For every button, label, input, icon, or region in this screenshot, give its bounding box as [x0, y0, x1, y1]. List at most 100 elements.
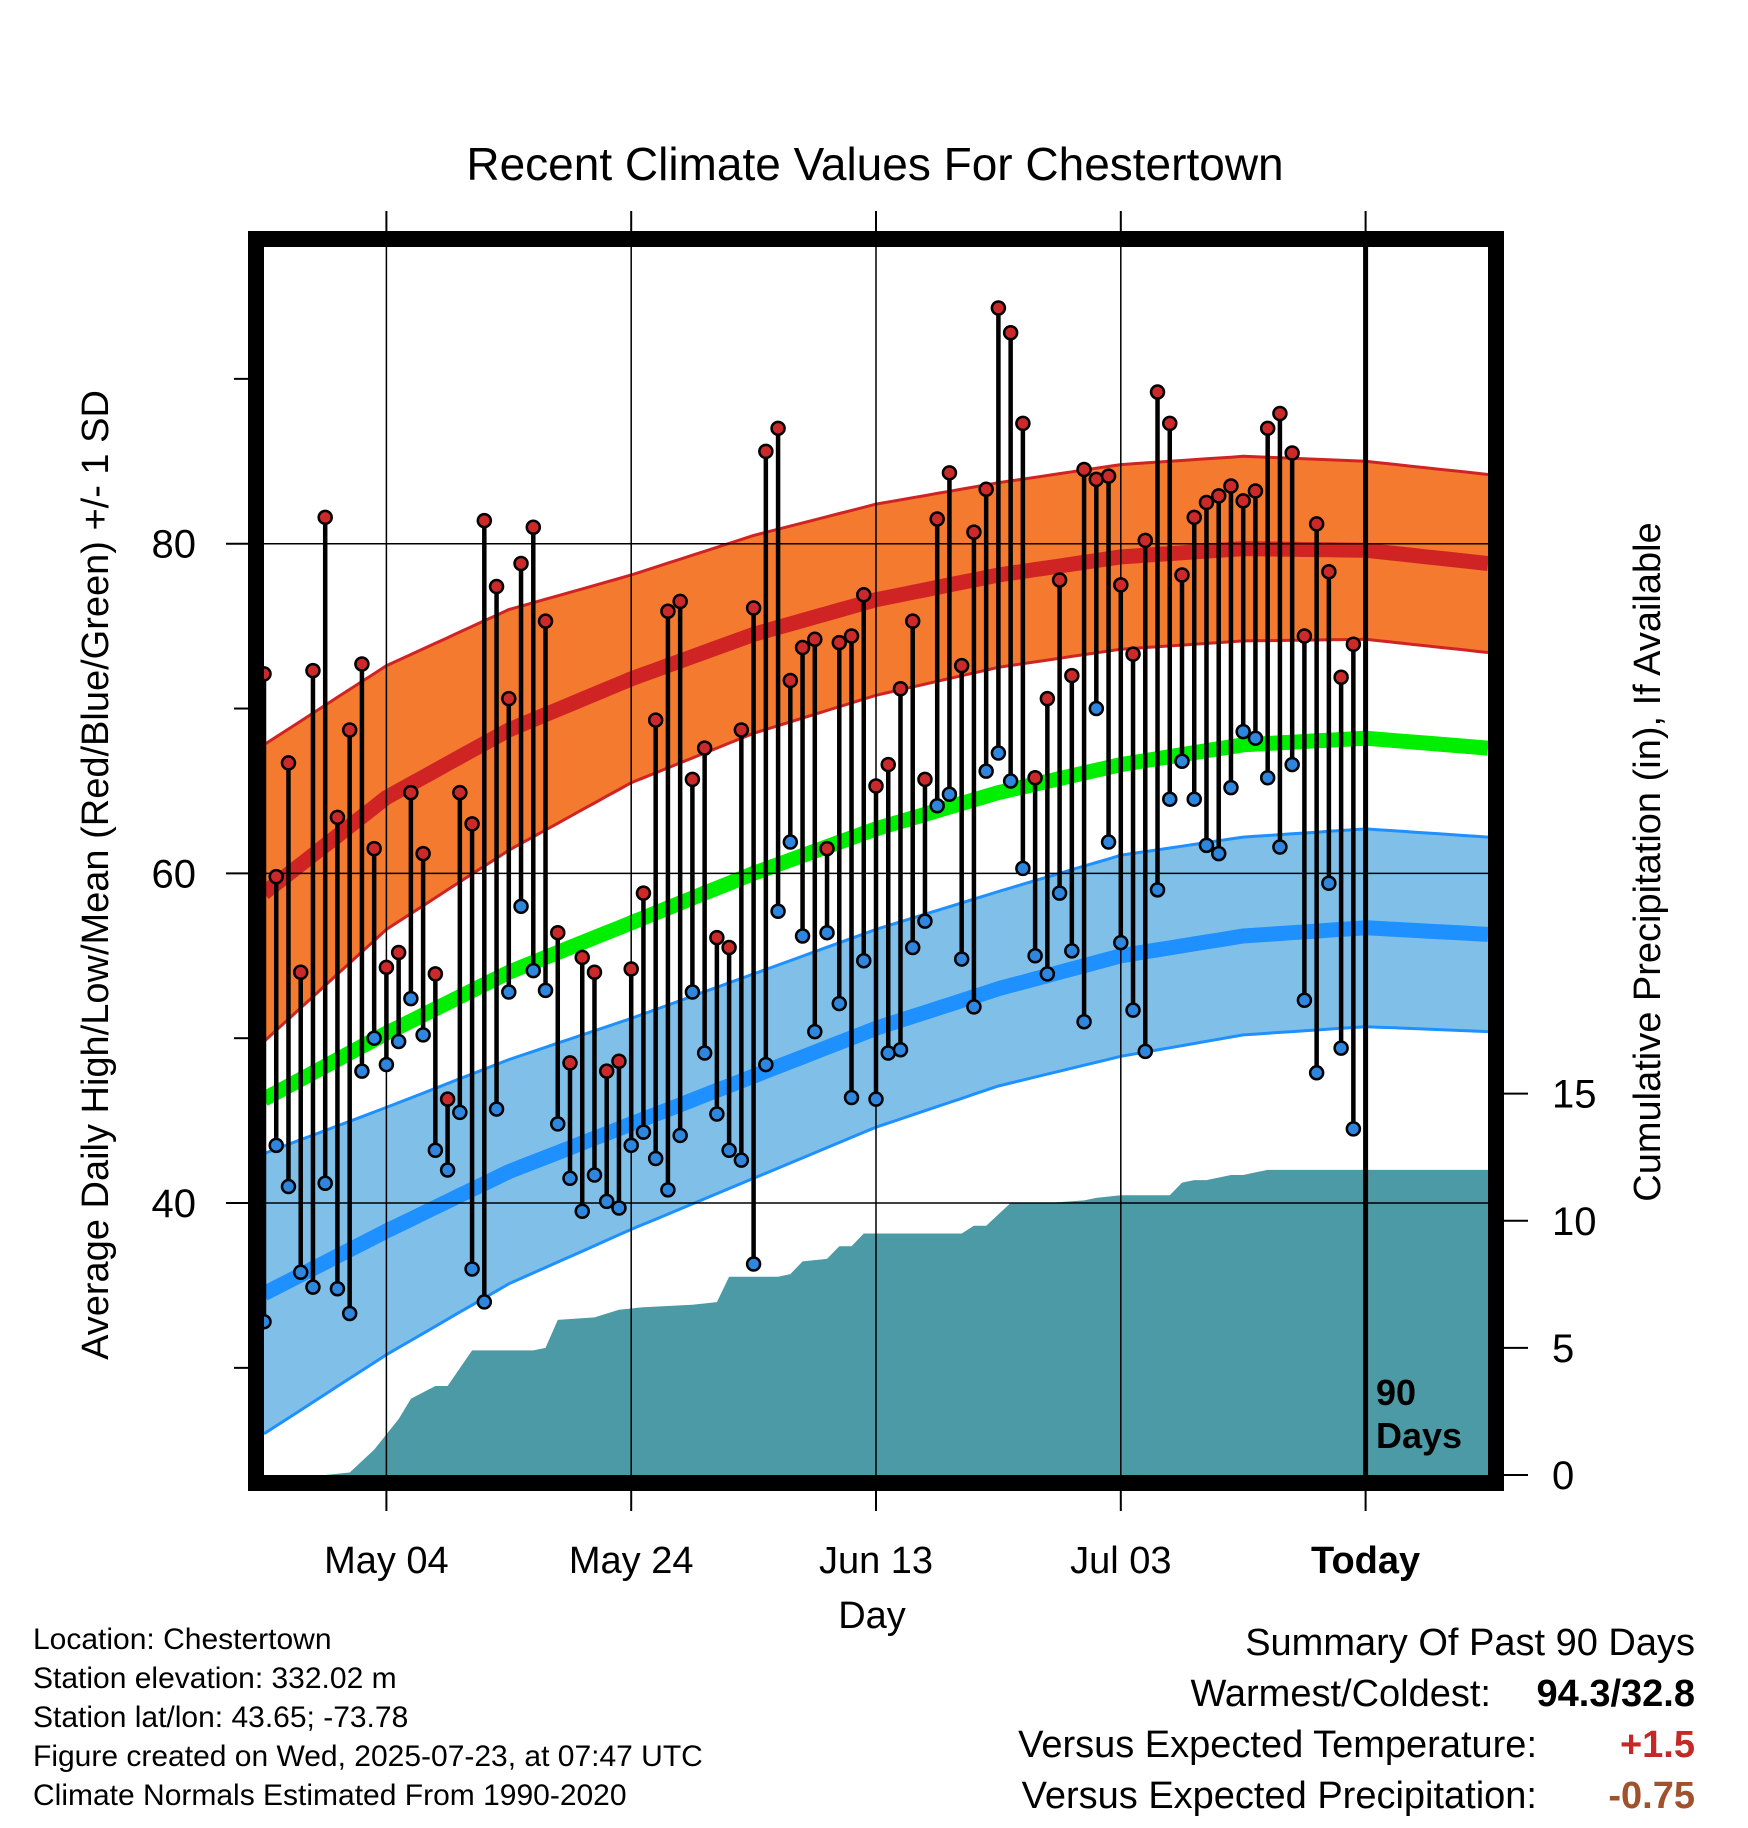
y-right-tick-label: 5: [1552, 1327, 1574, 1371]
high-point: [709, 929, 725, 946]
low-point: [745, 1256, 762, 1272]
high-point: [1235, 493, 1251, 509]
low-point: [280, 1178, 297, 1195]
low-point: [268, 1137, 284, 1154]
low-point: [1113, 934, 1129, 951]
high-point: [1149, 384, 1166, 400]
high-point: [427, 966, 444, 982]
low-point: [1174, 753, 1190, 770]
low-point: [1186, 791, 1202, 807]
high-point: [1308, 516, 1325, 532]
low-point: [452, 1104, 468, 1121]
warmest-coldest-row: Warmest/Coldest: 94.3/32.8: [1018, 1669, 1695, 1720]
high-point: [856, 587, 872, 603]
high-point: [305, 662, 321, 679]
low-point: [684, 984, 701, 1000]
low-point: [1137, 1043, 1154, 1060]
low-point: [354, 1063, 370, 1079]
plot-frame: [248, 231, 1504, 1491]
low-point: [978, 763, 994, 779]
low-point: [721, 1142, 737, 1159]
plot-content: [264, 247, 1488, 1475]
high-point: [1100, 468, 1117, 484]
high-point: [317, 509, 333, 526]
low-point: [1015, 860, 1031, 877]
low-point: [929, 798, 945, 814]
elevation-text: Station elevation: 332.02 m: [33, 1662, 397, 1695]
high-point: [758, 443, 774, 460]
high-point: [1015, 415, 1031, 432]
high-point: [941, 465, 958, 481]
high-point: [329, 809, 346, 826]
low-point: [647, 1150, 664, 1167]
high-point: [1259, 420, 1276, 437]
low-point: [696, 1045, 713, 1061]
high-point: [1247, 483, 1264, 499]
high-point: [1076, 461, 1092, 478]
low-point: [770, 903, 786, 920]
x-tick-label: Jun 13: [819, 1540, 933, 1582]
low-point: [1027, 948, 1043, 964]
high-point: [464, 816, 480, 832]
high-point: [1272, 405, 1288, 422]
high-point: [366, 840, 382, 857]
high-point: [635, 885, 652, 901]
high-point: [550, 924, 566, 941]
precip-anomaly-row: Versus Expected Precipitation: -0.75: [1018, 1771, 1695, 1822]
x-tick-label: May 24: [569, 1540, 694, 1582]
high-point: [452, 784, 468, 801]
x-tick-label: Jul 03: [1070, 1540, 1171, 1582]
low-point: [292, 1264, 309, 1281]
low-point: [709, 1106, 725, 1122]
high-point: [611, 1053, 627, 1070]
high-point: [1345, 636, 1362, 652]
window-label-number: 90: [1376, 1372, 1416, 1413]
low-point: [819, 924, 835, 941]
location-text: Location: Chestertown: [33, 1623, 332, 1656]
low-point: [990, 745, 1007, 761]
low-point: [317, 1175, 333, 1191]
latlon-text: Station lat/lon: 43.65; -73.78: [33, 1701, 409, 1734]
low-point: [1235, 723, 1251, 740]
high-point: [929, 511, 945, 527]
low-point: [1259, 770, 1276, 786]
high-point: [843, 628, 860, 644]
high-point: [1333, 669, 1349, 685]
low-point: [562, 1170, 578, 1187]
plot-area: 40 60 80 0 5 10 15 May 04 May 24 Jun 13 Jul 03 Toda…: [152, 211, 1597, 1582]
y-left-tick-label: 40: [152, 1182, 197, 1226]
high-point: [831, 634, 848, 651]
high-point: [439, 1091, 456, 1107]
low-point: [586, 1167, 603, 1183]
high-point: [415, 845, 431, 862]
low-point: [1149, 882, 1166, 898]
low-point: [513, 898, 529, 915]
high-point: [660, 603, 676, 620]
low-point: [501, 984, 517, 1000]
low-point: [403, 990, 419, 1007]
high-point: [292, 964, 309, 981]
low-point: [856, 952, 872, 969]
low-point: [917, 913, 933, 929]
low-point: [1064, 943, 1080, 959]
temp-anomaly-label: Versus Expected Temperature:: [1018, 1724, 1537, 1766]
high-point: [990, 300, 1007, 316]
high-point: [1125, 646, 1141, 662]
high-point: [1198, 494, 1215, 511]
low-point: [1125, 1002, 1141, 1018]
low-point: [1002, 773, 1019, 789]
low-point: [880, 1045, 896, 1061]
precip-anomaly-value: -0.75: [1608, 1775, 1695, 1817]
high-point: [782, 672, 799, 689]
low-point: [464, 1261, 480, 1277]
y-left-tick-label: 80: [152, 523, 197, 567]
high-point: [978, 481, 994, 498]
high-point: [501, 690, 517, 707]
low-point: [1333, 1040, 1349, 1056]
low-point: [390, 1033, 407, 1050]
high-point: [1039, 690, 1056, 707]
low-point: [831, 995, 848, 1012]
high-point: [1064, 667, 1080, 684]
high-point: [403, 784, 419, 801]
warmest-coldest-label: Warmest/Coldest:: [1190, 1673, 1491, 1715]
